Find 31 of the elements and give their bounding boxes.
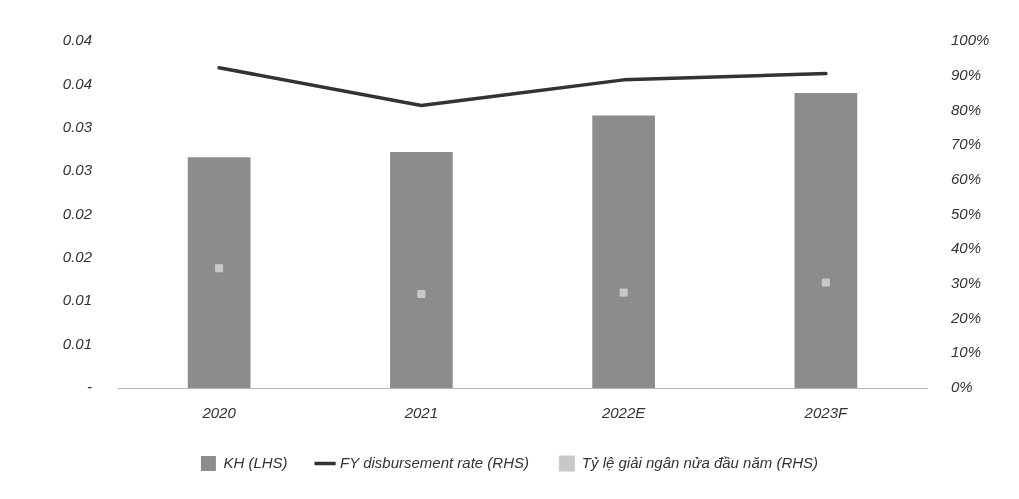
y2-tick-label: 40%	[951, 239, 982, 257]
bar	[592, 115, 655, 388]
y-tick-label: 0.03	[62, 161, 93, 179]
bar	[390, 152, 453, 388]
y2-tick-label: 90%	[951, 65, 982, 83]
y-tick-label: 0.04	[62, 74, 92, 92]
legend-label: Tỷ lệ giải ngân nửa đầu năm (RHS)	[581, 453, 819, 471]
legend-label: FY disbursement rate (RHS)	[340, 453, 530, 471]
y-tick-label: -	[87, 378, 92, 396]
y2-tick-label: 30%	[951, 274, 982, 292]
y-tick-label: 0.03	[62, 117, 93, 135]
bar	[187, 157, 251, 388]
bar	[794, 93, 858, 388]
y2-tick-label: 20%	[950, 308, 982, 326]
x-tick-label: 2023F	[803, 404, 848, 422]
x-tick-label: 2022E	[600, 404, 647, 422]
y2-tick-label: 70%	[951, 135, 982, 153]
y2-tick-label: 60%	[951, 169, 982, 187]
x-tick-label: 2020	[201, 404, 237, 422]
y-tick-label: 0.04	[62, 31, 92, 49]
y2-tick-label: 80%	[951, 100, 982, 118]
x-tick-label: 2021	[403, 404, 439, 422]
y-tick-label: 0.01	[62, 334, 92, 352]
y2-tick-label: 0%	[951, 378, 973, 396]
y-tick-label: 0.02	[62, 248, 93, 266]
y2-tick-label: 100%	[951, 31, 990, 49]
y-tick-label: 0.01	[62, 291, 92, 309]
legend-label: KH (LHS)	[223, 453, 288, 471]
y2-tick-label: 50%	[951, 204, 982, 222]
y2-tick-label: 10%	[951, 343, 982, 361]
y-tick-label: 0.02	[62, 204, 93, 222]
